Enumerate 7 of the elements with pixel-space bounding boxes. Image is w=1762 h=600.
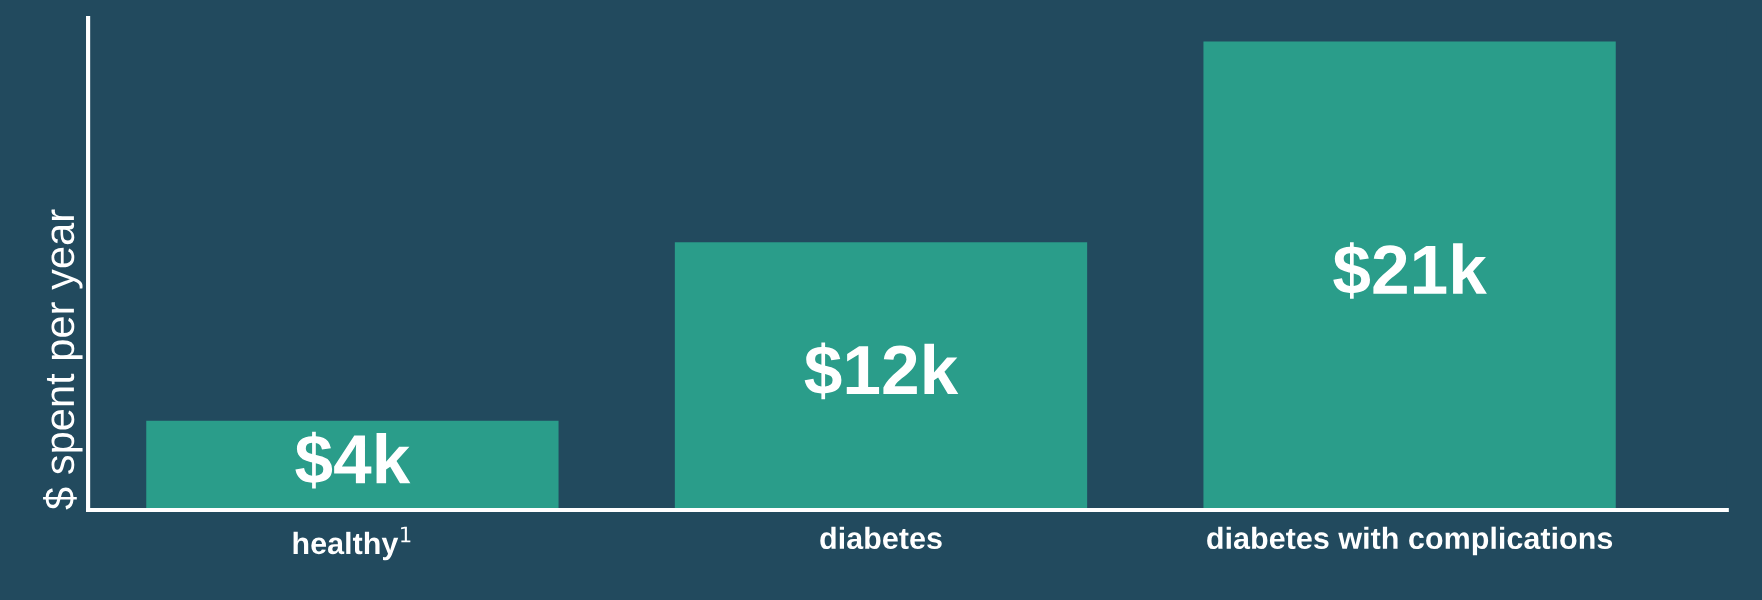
data-label: $12k (804, 342, 959, 400)
x-tick-label: diabetes (820, 526, 942, 550)
y-axis-title: $ spent per year (43, 209, 83, 510)
data-label: $4k (295, 431, 411, 489)
data-label: $21k (1333, 242, 1487, 299)
x-tick-label: diabetes with complications (1207, 526, 1613, 556)
x-tick-label: healthy$^{1}$ (293, 526, 411, 561)
